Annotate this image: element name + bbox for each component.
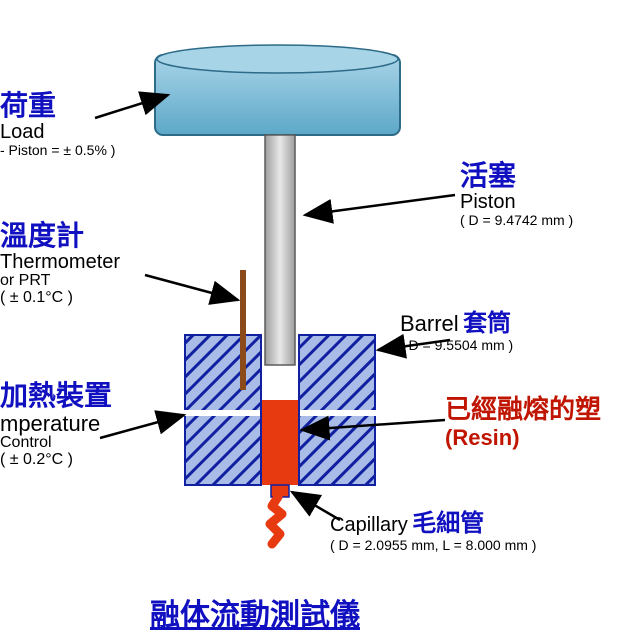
cap-cn: 毛細管 xyxy=(412,510,484,537)
melt-extrudate xyxy=(270,497,282,544)
label-capillary: Capillary 毛細管 ( D = 2.0955 mm, L = 8.000… xyxy=(330,510,536,552)
heater-en: mperature xyxy=(0,412,112,435)
piston-cn: 活塞 xyxy=(460,160,573,192)
cap-en: Capillary xyxy=(330,514,408,536)
resin-en: (Resin) xyxy=(445,425,601,450)
resin-fill xyxy=(262,400,298,485)
thermo-s2: ( ± 0.1°C ) xyxy=(0,290,120,307)
thermo-s1: or PRT xyxy=(0,273,120,290)
piston-rod xyxy=(265,135,295,365)
heater-arrow xyxy=(100,415,184,438)
piston-en: Piston xyxy=(460,192,573,213)
thermo-arrow xyxy=(145,275,238,300)
barrel-sub: ( D = 9.5504 mm ) xyxy=(400,338,513,353)
label-piston: 活塞 Piston ( D = 9.4742 mm ) xyxy=(460,160,573,228)
piston-sub: ( D = 9.4742 mm ) xyxy=(460,213,573,228)
cap-sub: ( D = 2.0955 mm, L = 8.000 mm ) xyxy=(330,538,536,553)
barrel-en: Barrel xyxy=(400,311,459,336)
diagram-title: 融体流動測試儀 xyxy=(150,590,360,634)
label-heater: 加熱裝置 mperature Control ( ± 0.2°C ) xyxy=(0,380,112,469)
thermo-en: Thermometer xyxy=(0,252,120,273)
label-resin: 已經融熔的塑 (Resin) xyxy=(445,395,601,450)
heater-s1: Control xyxy=(0,435,112,452)
load-sub: - Piston = ± 0.5% ) xyxy=(0,143,115,158)
barrel-cn: 套筒 xyxy=(463,310,511,337)
label-thermo: 溫度計 Thermometer or PRT ( ± 0.1°C ) xyxy=(0,220,120,307)
thermometer-rod xyxy=(240,270,246,390)
thermo-cn: 溫度計 xyxy=(0,220,120,252)
load-cn: 荷重 xyxy=(0,90,115,122)
piston-arrow xyxy=(305,195,455,215)
label-barrel: Barrel 套筒 ( D = 9.5504 mm ) xyxy=(400,310,513,352)
label-load: 荷重 Load - Piston = ± 0.5% ) xyxy=(0,90,115,158)
load-en: Load xyxy=(0,122,115,143)
heater-s2: ( ± 0.2°C ) xyxy=(0,452,112,469)
heater-cn: 加熱裝置 xyxy=(0,380,112,412)
resin-cn: 已經融熔的塑 xyxy=(445,395,601,425)
